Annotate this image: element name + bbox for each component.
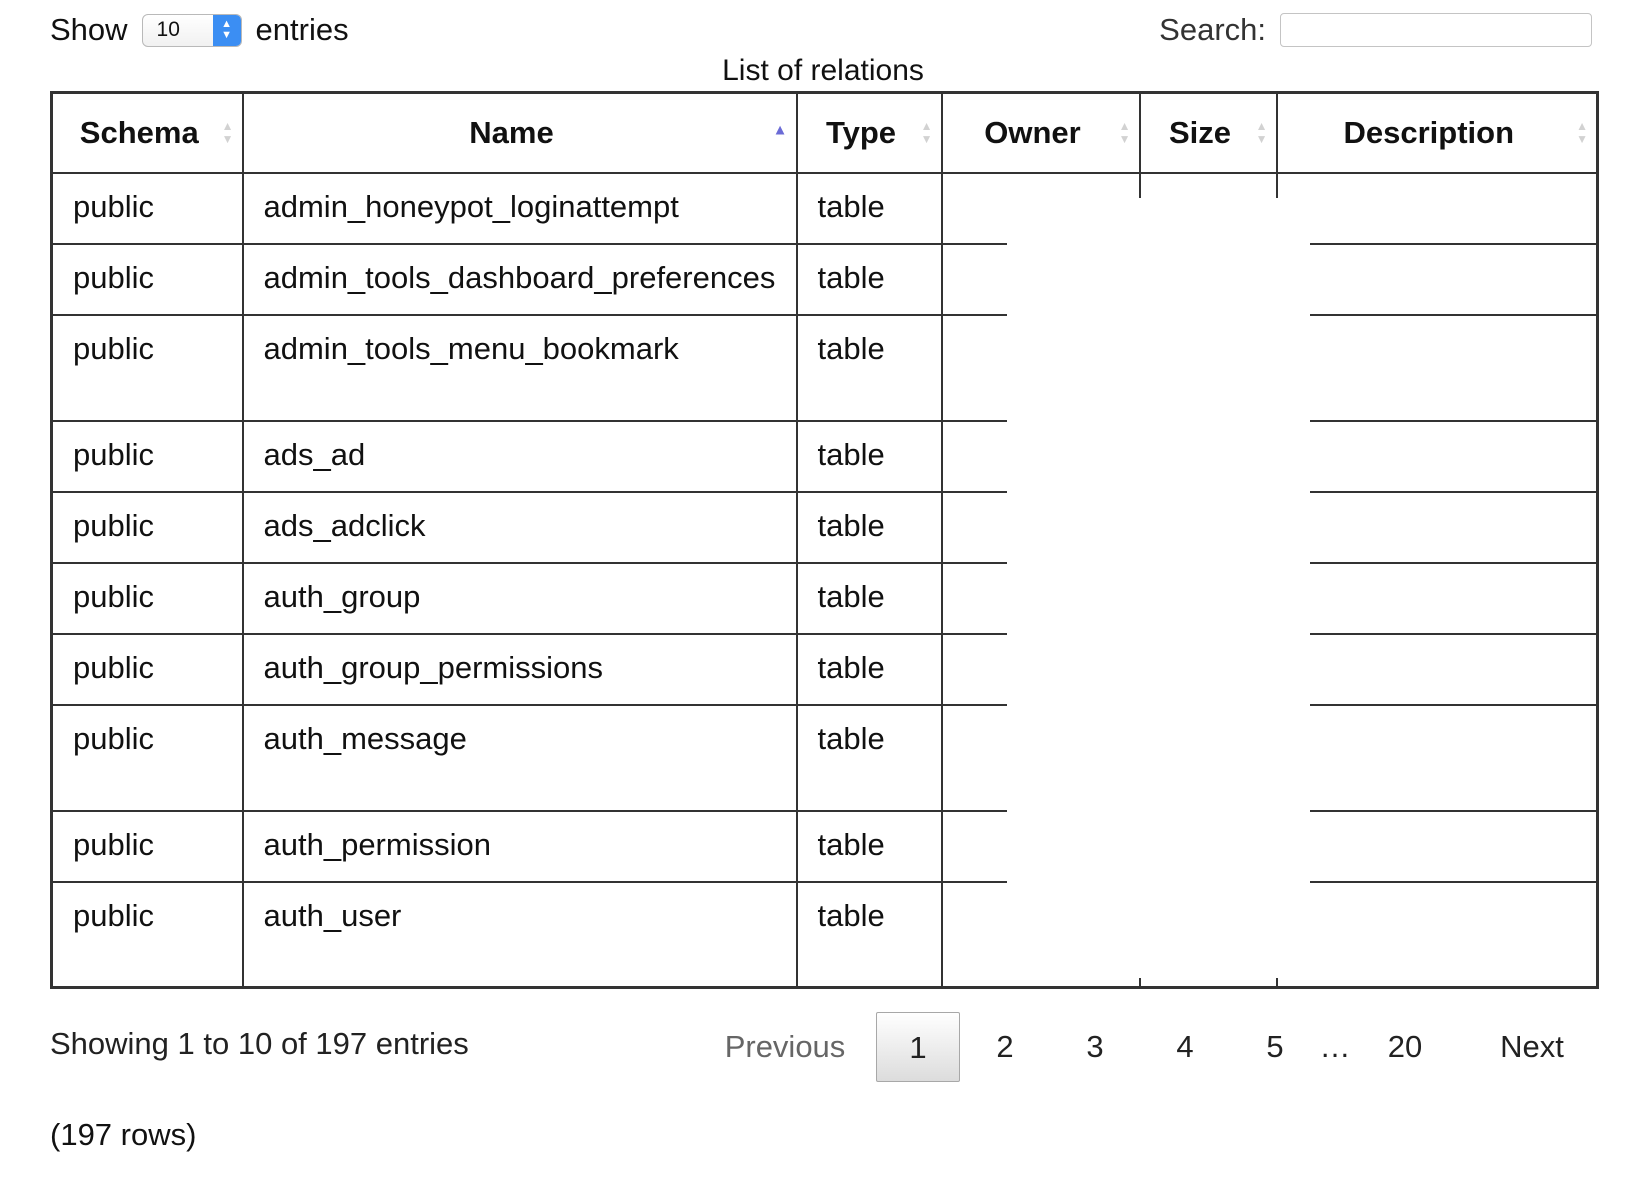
column-label: Description [1343, 114, 1515, 150]
column-label: Size [1168, 114, 1232, 150]
cell-schema: public [50, 419, 244, 493]
cell-schema: public [50, 880, 244, 989]
cell-description [1275, 419, 1599, 493]
search-control: Search: [1159, 8, 1592, 52]
column-header-type[interactable]: Type ▲ ▼ [795, 91, 943, 174]
sort-both-icon: ▲ ▼ [1118, 118, 1131, 146]
cell-type: table [795, 703, 943, 812]
cell-type: table [795, 880, 943, 989]
cell-schema: public [50, 809, 244, 883]
cell-description [1275, 490, 1599, 564]
search-input[interactable] [1280, 13, 1592, 47]
cell-type: table [795, 171, 943, 245]
table-row: public ads_ad table [50, 419, 1599, 493]
cell-name: auth_user [241, 880, 798, 989]
search-label: Search: [1159, 12, 1266, 47]
cell-name: auth_group_permissions [241, 632, 798, 706]
entries-per-page-select[interactable]: 10 ▲ ▼ [141, 13, 242, 47]
page-button-20[interactable]: 20 [1387, 1029, 1423, 1064]
show-label: Show [50, 12, 128, 47]
table-row: public admin_tools_dashboard_preferences… [50, 242, 1599, 316]
column-header-name[interactable]: Name ▲ [241, 91, 798, 174]
cell-name: admin_tools_dashboard_preferences [241, 242, 798, 316]
cell-schema: public [50, 703, 244, 812]
cell-type: table [795, 242, 943, 316]
page-button-3[interactable]: 3 [1086, 1029, 1104, 1064]
page-button-5[interactable]: 5 [1266, 1029, 1284, 1064]
table-row: public admin_tools_menu_bookmark table [50, 313, 1599, 422]
column-label: Type [825, 114, 897, 150]
column-header-description[interactable]: Description ▲ ▼ [1275, 91, 1599, 174]
cell-schema: public [50, 171, 244, 245]
cell-schema: public [50, 313, 244, 422]
table-row: public auth_user table [50, 880, 1599, 989]
cell-description [1275, 703, 1599, 812]
table-caption: List of relations [722, 54, 924, 87]
page-button-2[interactable]: 2 [996, 1029, 1014, 1064]
sort-both-icon: ▲ ▼ [1576, 118, 1588, 146]
table-info: Showing 1 to 10 of 197 entries [50, 1026, 469, 1061]
pagination-ellipsis: … [1319, 1029, 1351, 1064]
entries-length-control: Show 10 ▲ ▼ entries [50, 8, 349, 52]
cell-name: admin_honeypot_loginattempt [241, 171, 798, 245]
cell-type: table [795, 490, 943, 564]
redaction-block [1007, 198, 1310, 978]
cell-schema: public [50, 632, 244, 706]
cell-description [1275, 880, 1599, 989]
cell-description [1275, 632, 1599, 706]
entries-label: entries [255, 12, 349, 47]
sort-both-icon: ▲ ▼ [221, 118, 234, 146]
cell-name: auth_group [241, 561, 798, 635]
cell-name: ads_ad [241, 419, 798, 493]
previous-page-button[interactable]: Previous [724, 1029, 846, 1064]
table-controls: Show 10 ▲ ▼ entries Search: [50, 8, 1592, 52]
next-page-button[interactable]: Next [1500, 1029, 1564, 1064]
cell-name: admin_tools_menu_bookmark [241, 313, 798, 422]
table-row: public auth_group_permissions table [50, 632, 1599, 706]
page-button-1[interactable]: 1 [876, 1012, 960, 1082]
cell-description [1275, 242, 1599, 316]
cell-type: table [795, 809, 943, 883]
cell-type: table [795, 632, 943, 706]
table-row: public auth_permission table [50, 809, 1599, 883]
relations-table: Schema ▲ ▼ Name ▲ Type ▲ ▼ Owner ▲ ▼ Size ▲… [50, 91, 1599, 989]
page-button-4[interactable]: 4 [1176, 1029, 1194, 1064]
cell-schema: public [50, 490, 244, 564]
sort-both-icon: ▲ ▼ [920, 118, 933, 146]
cell-description [1275, 809, 1599, 883]
column-header-size[interactable]: Size ▲ ▼ [1138, 91, 1278, 174]
cell-name: auth_message [241, 703, 798, 812]
column-label: Owner [984, 114, 1081, 150]
column-label: Name [469, 114, 554, 150]
table-row: public auth_group table [50, 561, 1599, 635]
cell-name: ads_adclick [241, 490, 798, 564]
column-label: Schema [79, 114, 199, 150]
table-header-row: Schema ▲ ▼ Name ▲ Type ▲ ▼ Owner ▲ ▼ Size ▲… [50, 91, 1599, 174]
cell-type: table [795, 561, 943, 635]
cell-schema: public [50, 242, 244, 316]
cell-name: auth_permission [241, 809, 798, 883]
sort-ascending-icon: ▲ [772, 121, 788, 139]
cell-description [1275, 171, 1599, 245]
entries-per-page-value: 10 [156, 18, 180, 41]
cell-description [1275, 561, 1599, 635]
cell-schema: public [50, 561, 244, 635]
pagination: Previous 1 2 3 4 5 … 20 Next [700, 1012, 1596, 1084]
cell-type: table [795, 313, 943, 422]
table-row: public admin_honeypot_loginattempt table [50, 171, 1599, 245]
table-row: public ads_adclick table [50, 490, 1599, 564]
cell-type: table [795, 419, 943, 493]
row-count: (197 rows) [50, 1117, 197, 1152]
select-updown-icon: ▲ ▼ [212, 14, 241, 46]
sort-both-icon: ▲ ▼ [1255, 118, 1268, 146]
column-header-schema[interactable]: Schema ▲ ▼ [50, 91, 244, 174]
table-row: public auth_message table [50, 703, 1599, 812]
column-header-owner[interactable]: Owner ▲ ▼ [940, 91, 1141, 174]
cell-description [1275, 313, 1599, 422]
